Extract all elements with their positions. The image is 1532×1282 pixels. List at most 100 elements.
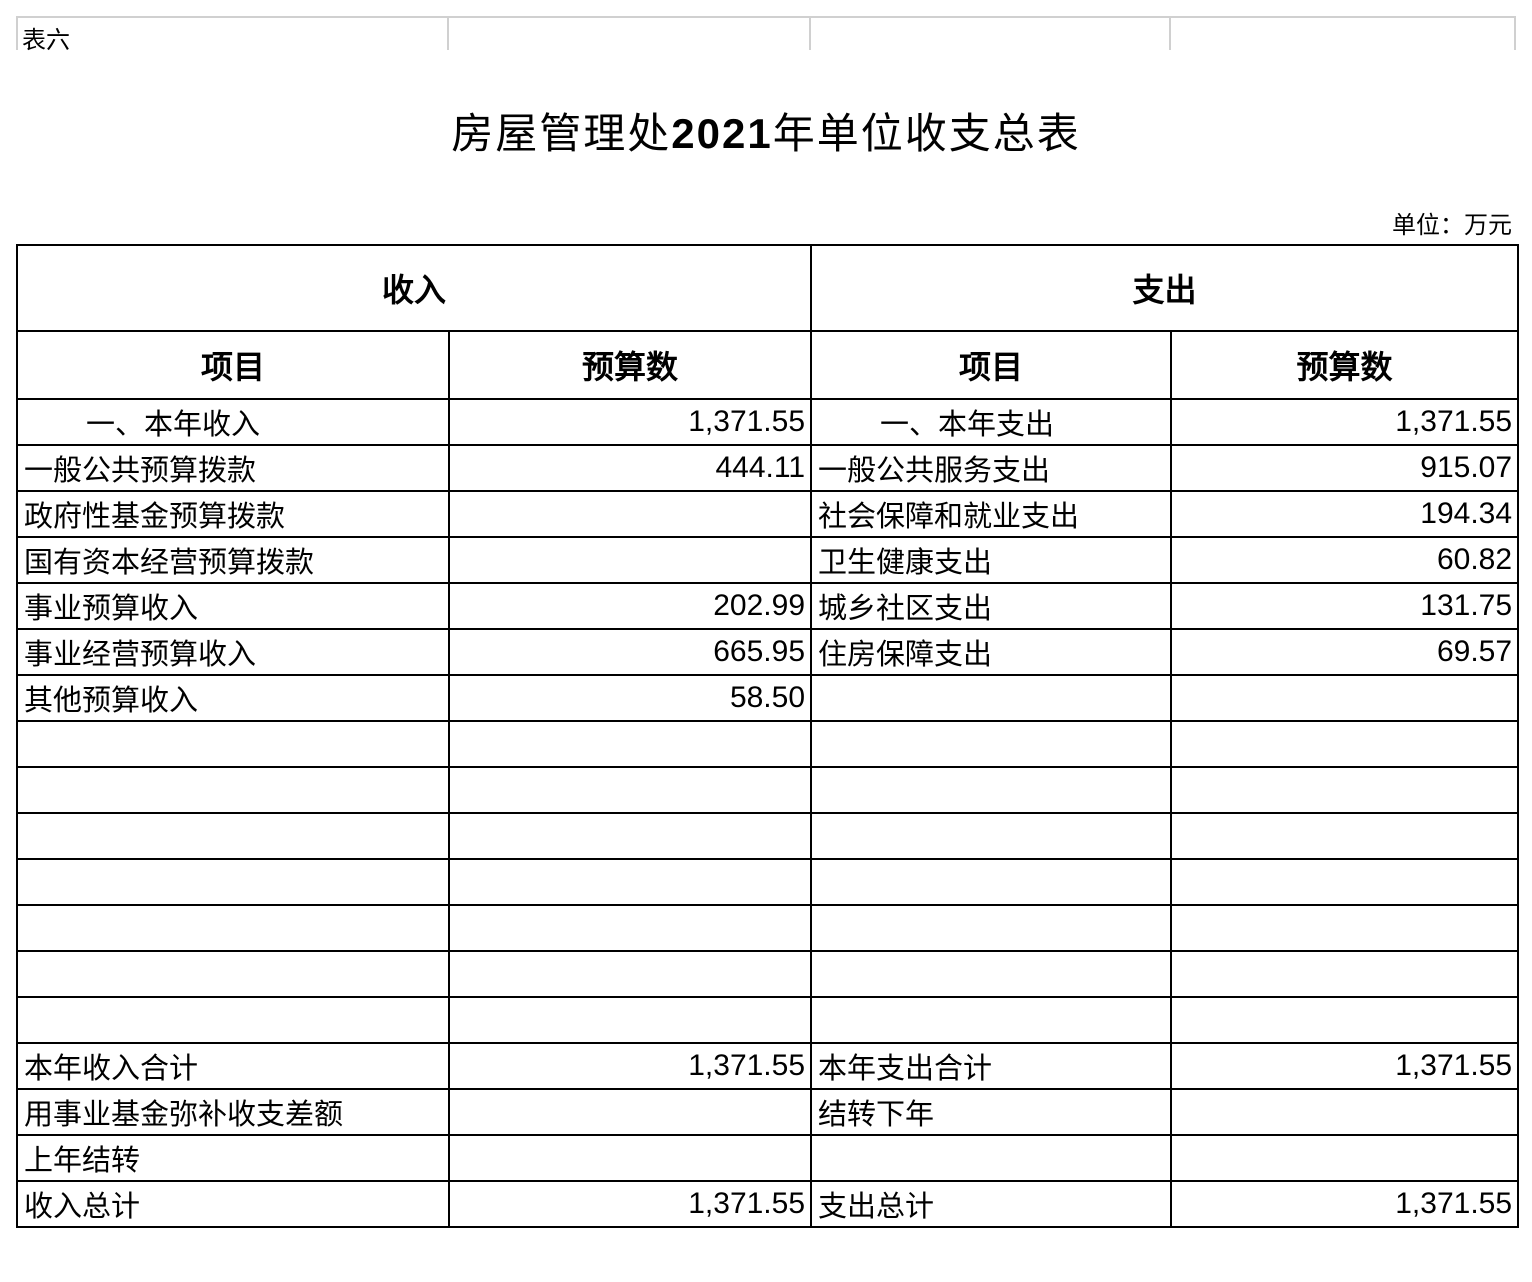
expense-header: 支出 (810, 244, 1520, 332)
sheet-tag: 表六 (22, 27, 70, 54)
income-budget-cell[interactable]: 58.50 (447, 674, 813, 722)
income-budget-cell[interactable]: 1,371.55 (447, 1180, 813, 1228)
expense-item-cell[interactable]: 一般公共服务支出 (810, 444, 1173, 492)
income-item-cell[interactable] (16, 720, 450, 768)
income-budget-cell[interactable] (447, 858, 813, 906)
income-budget-cell[interactable]: 1,371.55 (447, 1042, 813, 1090)
income-item-cell[interactable]: 一、本年收入 (16, 398, 450, 446)
expense-item-cell[interactable]: 支出总计 (810, 1180, 1173, 1228)
income-budget-cell[interactable] (447, 720, 813, 768)
income-budget-cell[interactable] (447, 996, 813, 1044)
income-item-cell[interactable]: 其他预算收入 (16, 674, 450, 722)
expense-budget-header: 预算数 (1170, 330, 1520, 400)
expense-item-cell[interactable] (810, 996, 1173, 1044)
expense-item-cell[interactable] (810, 674, 1173, 722)
income-budget-cell[interactable] (447, 904, 813, 952)
expense-item-cell[interactable] (810, 904, 1173, 952)
income-budget-cell[interactable] (447, 812, 813, 860)
expense-item-cell[interactable] (810, 950, 1173, 998)
expense-item-cell[interactable]: 住房保障支出 (810, 628, 1173, 676)
table-row (16, 950, 1520, 998)
income-item-cell[interactable] (16, 996, 450, 1044)
expense-item-cell[interactable]: 一、本年支出 (810, 398, 1173, 446)
expense-budget-cell[interactable]: 1,371.55 (1170, 1042, 1520, 1090)
income-item-cell[interactable]: 政府性基金预算拨款 (16, 490, 450, 538)
expense-item-cell[interactable] (810, 766, 1173, 814)
expense-budget-cell[interactable] (1170, 674, 1520, 722)
income-budget-cell[interactable] (447, 1134, 813, 1182)
page-title: 房屋管理处2021年单位收支总表 (0, 100, 1532, 161)
title-suffix: 年单位收支总表 (772, 110, 1081, 157)
income-item-cell[interactable] (16, 950, 450, 998)
expense-budget-cell[interactable] (1170, 1134, 1520, 1182)
sheet-gridlines (16, 16, 1516, 50)
expense-budget-cell[interactable]: 1,371.55 (1170, 1180, 1520, 1228)
income-item-cell[interactable]: 事业经营预算收入 (16, 628, 450, 676)
table-row: 上年结转 (16, 1134, 1520, 1182)
subheader-row: 项目 预算数 项目 预算数 (16, 330, 1520, 400)
income-item-cell[interactable]: 事业预算收入 (16, 582, 450, 630)
table-row (16, 720, 1520, 768)
expense-budget-cell[interactable] (1170, 996, 1520, 1044)
table-row: 其他预算收入 58.50 (16, 674, 1520, 722)
expense-budget-cell[interactable]: 915.07 (1170, 444, 1520, 492)
income-item-header: 项目 (16, 330, 450, 400)
expense-budget-cell[interactable] (1170, 720, 1520, 768)
income-item-cell[interactable]: 收入总计 (16, 1180, 450, 1228)
budget-table: 收入 支出 项目 预算数 项目 预算数 一、本年收入 1,371.55 一、本年支出… (15, 244, 1520, 1228)
table-row: 收入总计 1,371.55 支出总计 1,371.55 (16, 1180, 1520, 1228)
income-budget-cell[interactable]: 202.99 (447, 582, 813, 630)
income-item-cell[interactable] (16, 904, 450, 952)
expense-budget-cell[interactable]: 194.34 (1170, 490, 1520, 538)
expense-item-cell[interactable] (810, 1134, 1173, 1182)
expense-item-cell[interactable] (810, 812, 1173, 860)
expense-budget-cell[interactable] (1170, 858, 1520, 906)
expense-item-cell[interactable]: 本年支出合计 (810, 1042, 1173, 1090)
expense-budget-cell[interactable]: 1,371.55 (1170, 398, 1520, 446)
income-budget-cell[interactable]: 444.11 (447, 444, 813, 492)
income-budget-cell[interactable] (447, 536, 813, 584)
income-budget-cell[interactable] (447, 766, 813, 814)
expense-budget-cell[interactable] (1170, 812, 1520, 860)
header-row: 收入 支出 (15, 244, 1520, 332)
expense-item-cell[interactable] (810, 720, 1173, 768)
income-header: 收入 (15, 244, 813, 332)
expense-budget-cell[interactable]: 60.82 (1170, 536, 1520, 584)
expense-item-cell[interactable]: 结转下年 (810, 1088, 1173, 1136)
income-item-cell[interactable]: 国有资本经营预算拨款 (16, 536, 450, 584)
income-item-cell[interactable]: 用事业基金弥补收支差额 (16, 1088, 450, 1136)
income-budget-cell[interactable] (447, 490, 813, 538)
table-row: 事业经营预算收入 665.95 住房保障支出 69.57 (16, 628, 1520, 676)
income-budget-cell[interactable] (447, 950, 813, 998)
table-row: 用事业基金弥补收支差额 结转下年 (16, 1088, 1520, 1136)
income-item-cell[interactable]: 一般公共预算拨款 (16, 444, 450, 492)
income-item-cell[interactable] (16, 812, 450, 860)
table-row: 一般公共预算拨款 444.11 一般公共服务支出 915.07 (16, 444, 1520, 492)
expense-item-cell[interactable] (810, 858, 1173, 906)
expense-item-cell[interactable]: 城乡社区支出 (810, 582, 1173, 630)
expense-item-cell[interactable]: 卫生健康支出 (810, 536, 1173, 584)
title-prefix: 房屋管理处 (451, 110, 672, 157)
table-row: 事业预算收入 202.99 城乡社区支出 131.75 (16, 582, 1520, 630)
expense-budget-cell[interactable] (1170, 766, 1520, 814)
expense-budget-cell[interactable] (1170, 904, 1520, 952)
table-row (16, 904, 1520, 952)
table-row (16, 766, 1520, 814)
expense-budget-cell[interactable]: 131.75 (1170, 582, 1520, 630)
income-item-cell[interactable] (16, 858, 450, 906)
income-item-cell[interactable]: 本年收入合计 (16, 1042, 450, 1090)
table-row: 国有资本经营预算拨款 卫生健康支出 60.82 (16, 536, 1520, 584)
table-row: 政府性基金预算拨款 社会保障和就业支出 194.34 (16, 490, 1520, 538)
expense-budget-cell[interactable]: 69.57 (1170, 628, 1520, 676)
expense-item-cell[interactable]: 社会保障和就业支出 (810, 490, 1173, 538)
table-row (16, 996, 1520, 1044)
income-budget-cell[interactable]: 1,371.55 (447, 398, 813, 446)
income-budget-cell[interactable] (447, 1088, 813, 1136)
table-row (16, 858, 1520, 906)
expense-budget-cell[interactable] (1170, 950, 1520, 998)
unit-label: 单位：万元 (1392, 212, 1512, 239)
income-budget-cell[interactable]: 665.95 (447, 628, 813, 676)
income-item-cell[interactable] (16, 766, 450, 814)
income-item-cell[interactable]: 上年结转 (16, 1134, 450, 1182)
expense-budget-cell[interactable] (1170, 1088, 1520, 1136)
